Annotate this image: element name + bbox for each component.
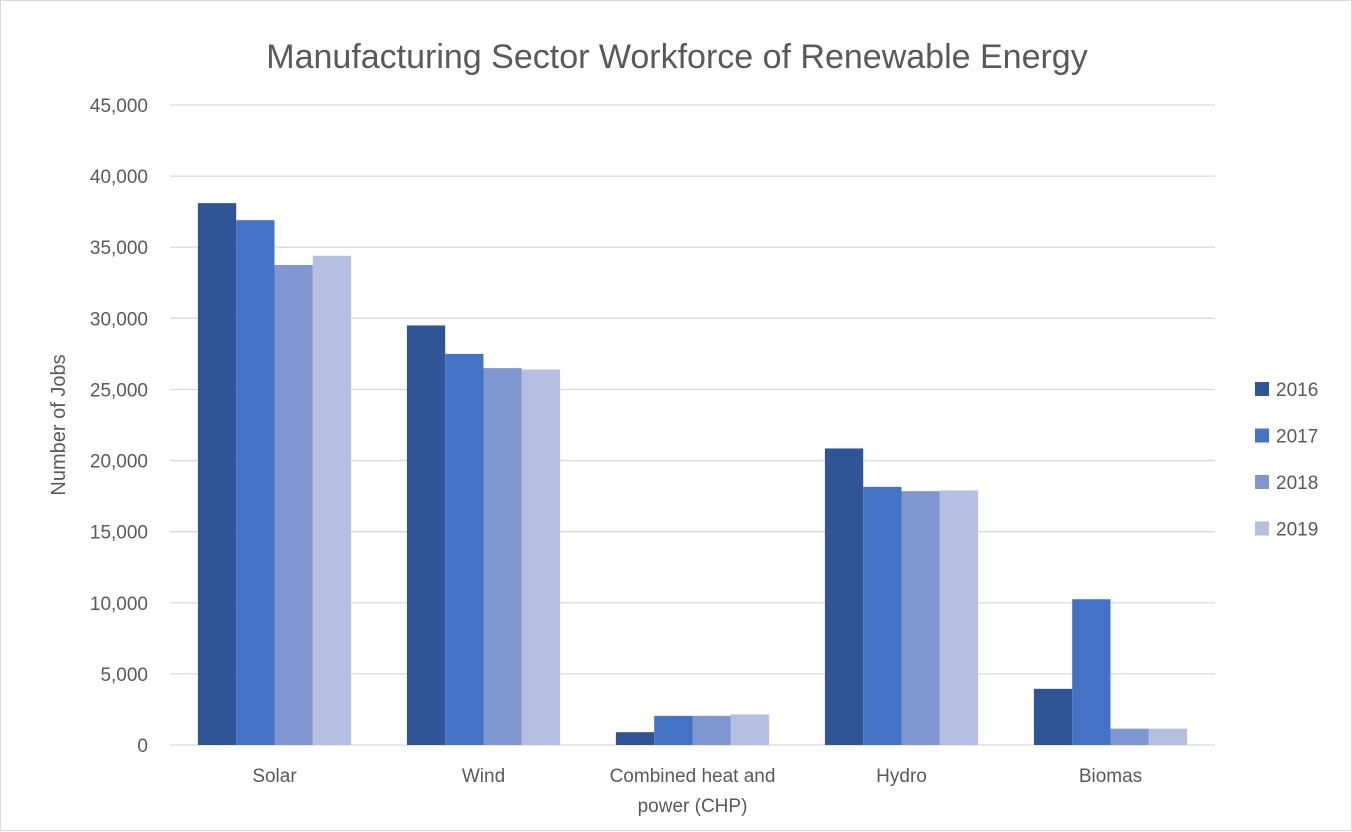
bar-2016-2: [615, 732, 655, 745]
bar-2018-4: [1110, 728, 1149, 745]
x-tick-label: power (CHP): [638, 796, 748, 817]
bar-2019-3: [939, 490, 979, 745]
bar-2019-0: [312, 255, 352, 745]
y-tick-label: 40,000: [90, 167, 148, 188]
bar-2016-4: [1033, 688, 1073, 745]
bar-2018-0: [274, 265, 313, 745]
bar-2019-1: [521, 369, 561, 745]
bar-2018-2: [692, 715, 731, 745]
x-tick-label: Hydro: [876, 766, 927, 787]
bar-2018-3: [901, 491, 940, 745]
bars: [197, 203, 1188, 746]
y-tick-label: 45,000: [90, 96, 148, 117]
legend-label-2018: 2018: [1276, 473, 1318, 494]
x-tick-label: Combined heat and: [610, 766, 776, 787]
bar-2016-3: [824, 448, 864, 745]
legend-label-2016: 2016: [1276, 380, 1318, 401]
bar-2017-3: [863, 486, 902, 745]
bar-2017-0: [236, 220, 275, 745]
legend-swatch-2016: [1255, 382, 1269, 396]
bar-2017-4: [1072, 599, 1111, 745]
bar-2016-1: [406, 325, 446, 745]
y-axis-title: Number of Jobs: [48, 354, 70, 495]
y-tick-label: 30,000: [90, 309, 148, 330]
bar-2017-1: [445, 353, 484, 745]
legend-swatch-2018: [1255, 475, 1269, 489]
x-tick-label: Wind: [462, 766, 505, 787]
bar-2019-4: [1148, 728, 1188, 745]
y-axis-ticks: 0 5,000 10,000 15,000 20,000 25,000 30,000 35,0…: [90, 96, 148, 757]
y-tick-label: 20,000: [90, 452, 148, 473]
x-tick-label: Solar: [252, 766, 297, 787]
legend-swatch-2019: [1255, 521, 1269, 536]
bar-2019-2: [730, 714, 770, 745]
x-tick-label: Biomas: [1079, 766, 1142, 787]
y-tick-label: 5,000: [100, 665, 148, 686]
bar-2017-2: [654, 715, 693, 745]
y-tick-label: 10,000: [90, 594, 148, 615]
y-tick-label: 15,000: [90, 523, 148, 544]
x-axis-ticks: Solar Wind Combined heat and power (CHP) Hyd…: [252, 766, 1142, 817]
y-tick-label: 25,000: [90, 380, 148, 401]
y-tick-label: 0: [137, 736, 148, 757]
legend-label-2017: 2017: [1276, 427, 1318, 448]
legend-label-2019: 2019: [1276, 520, 1318, 541]
chart-title: Manufacturing Sector Workforce of Renewa…: [266, 38, 1087, 76]
bar-2016-0: [197, 203, 237, 746]
y-tick-label: 35,000: [90, 238, 148, 259]
legend-swatch-2017: [1255, 428, 1269, 443]
bar-2018-1: [483, 368, 522, 745]
legend: 2016 2017 2018 2019: [1255, 380, 1318, 541]
